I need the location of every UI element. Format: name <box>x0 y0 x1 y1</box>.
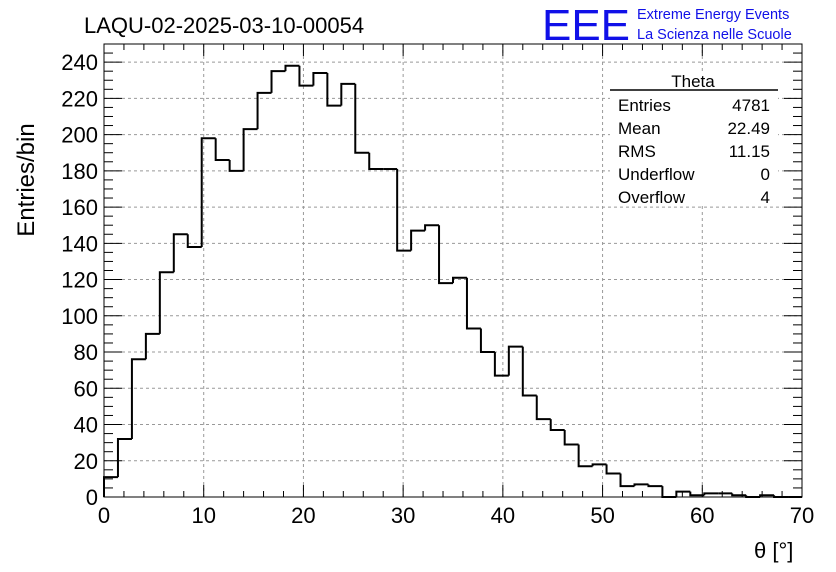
histogram-bin <box>759 494 775 497</box>
histogram-bin <box>605 464 621 475</box>
stats-value: 22.49 <box>727 119 770 138</box>
stats-label: RMS <box>618 142 656 161</box>
y-tick-label: 220 <box>61 86 98 111</box>
logo-line-1: Extreme Energy Events <box>637 7 789 23</box>
x-tick-label: 70 <box>790 503 814 528</box>
histogram-bin <box>577 444 593 468</box>
histogram-bin <box>410 229 426 251</box>
histogram-bin <box>703 492 719 496</box>
x-tick-label: 10 <box>191 503 215 528</box>
stats-label: Mean <box>618 119 661 138</box>
grid-lines <box>104 44 802 497</box>
histogram-bin <box>158 271 174 334</box>
stats-value: 11.15 <box>729 142 770 161</box>
stats-label: Underflow <box>618 165 695 184</box>
stats-value: 4 <box>761 188 770 207</box>
y-tick-label: 60 <box>74 376 98 401</box>
histogram-bin <box>368 152 384 171</box>
x-tick-label: 60 <box>690 503 714 528</box>
x-tick-label: 40 <box>491 503 515 528</box>
histogram-bin <box>242 128 258 171</box>
histogram-bin <box>619 473 635 488</box>
histogram-bin <box>270 70 286 93</box>
histogram-bin <box>228 159 244 172</box>
histogram-bin <box>689 491 705 497</box>
histogram-bin <box>731 493 747 497</box>
histogram-bin <box>144 332 160 360</box>
y-tick-label: 100 <box>61 304 98 329</box>
histogram-bin <box>200 137 216 247</box>
histogram-bin <box>312 71 328 86</box>
histogram-bin <box>284 64 300 72</box>
logo-line-2: La Scienza nelle Scuole <box>637 27 792 43</box>
histogram-bin <box>172 233 188 273</box>
histogram-bin <box>479 328 495 354</box>
histogram-bin <box>103 476 118 497</box>
histogram-bin <box>591 463 607 467</box>
histogram-series <box>103 64 802 498</box>
histogram-bin <box>256 91 272 130</box>
histogram-bin <box>647 484 663 488</box>
histogram-bin <box>298 65 314 87</box>
histogram-bin <box>549 419 565 431</box>
stats-value: 4781 <box>732 96 770 115</box>
histogram-bin <box>535 395 551 421</box>
histogram-bin <box>633 483 649 487</box>
histogram-bin <box>661 486 677 498</box>
histogram-bin <box>452 276 467 284</box>
histogram-bin <box>214 138 230 161</box>
histogram-bin <box>116 438 132 478</box>
y-tick-label: 40 <box>74 413 98 438</box>
y-tick-label: 120 <box>61 268 98 293</box>
stats-label: Overflow <box>618 188 686 207</box>
stats-label: Entries <box>618 96 671 115</box>
histogram-bin <box>396 169 412 252</box>
chart-title: LAQU-02-2025-03-10-00054 <box>84 13 364 38</box>
y-tick-label: 80 <box>74 340 98 365</box>
plot-frame <box>103 43 803 498</box>
x-tick-label: 50 <box>590 503 614 528</box>
histogram-bin <box>438 225 453 285</box>
histogram-bin <box>675 490 691 497</box>
histogram-bin <box>186 234 202 248</box>
stats-title: Theta <box>671 72 715 91</box>
histogram-bin <box>521 346 537 397</box>
x-axis-label: θ [°] <box>754 538 793 563</box>
tick-labels: 0 10 20 30 40 50 60 700204060801001201401601802… <box>61 50 814 528</box>
x-tick-label: 0 <box>98 503 110 528</box>
stats-box: Theta Entries 4781 Mean 22.49 RMS 11.15 Underf… <box>610 72 778 207</box>
histogram-bin <box>465 277 481 330</box>
histogram-bin <box>507 345 523 376</box>
histogram-bin <box>326 72 342 107</box>
y-tick-label: 20 <box>74 449 98 474</box>
histogram-bin <box>563 429 579 446</box>
eee-logo-letters: EEE <box>542 1 630 50</box>
y-tick-label: 140 <box>61 231 98 256</box>
stats-value: 0 <box>761 165 770 184</box>
y-tick-label: 160 <box>61 195 98 220</box>
y-tick-label: 200 <box>61 123 98 148</box>
axis-ticks <box>103 43 803 498</box>
histogram-bin <box>340 82 356 106</box>
histogram-bin <box>130 358 146 440</box>
histogram-bin <box>493 352 509 377</box>
histogram-bin <box>424 224 440 231</box>
y-tick-label: 180 <box>61 159 98 184</box>
y-axis-label: Entries/bin <box>13 123 40 236</box>
x-tick-label: 30 <box>391 503 415 528</box>
x-tick-label: 20 <box>291 503 315 528</box>
y-tick-label: 0 <box>86 485 98 510</box>
y-tick-label: 240 <box>61 50 98 75</box>
histogram-bin <box>354 83 370 154</box>
